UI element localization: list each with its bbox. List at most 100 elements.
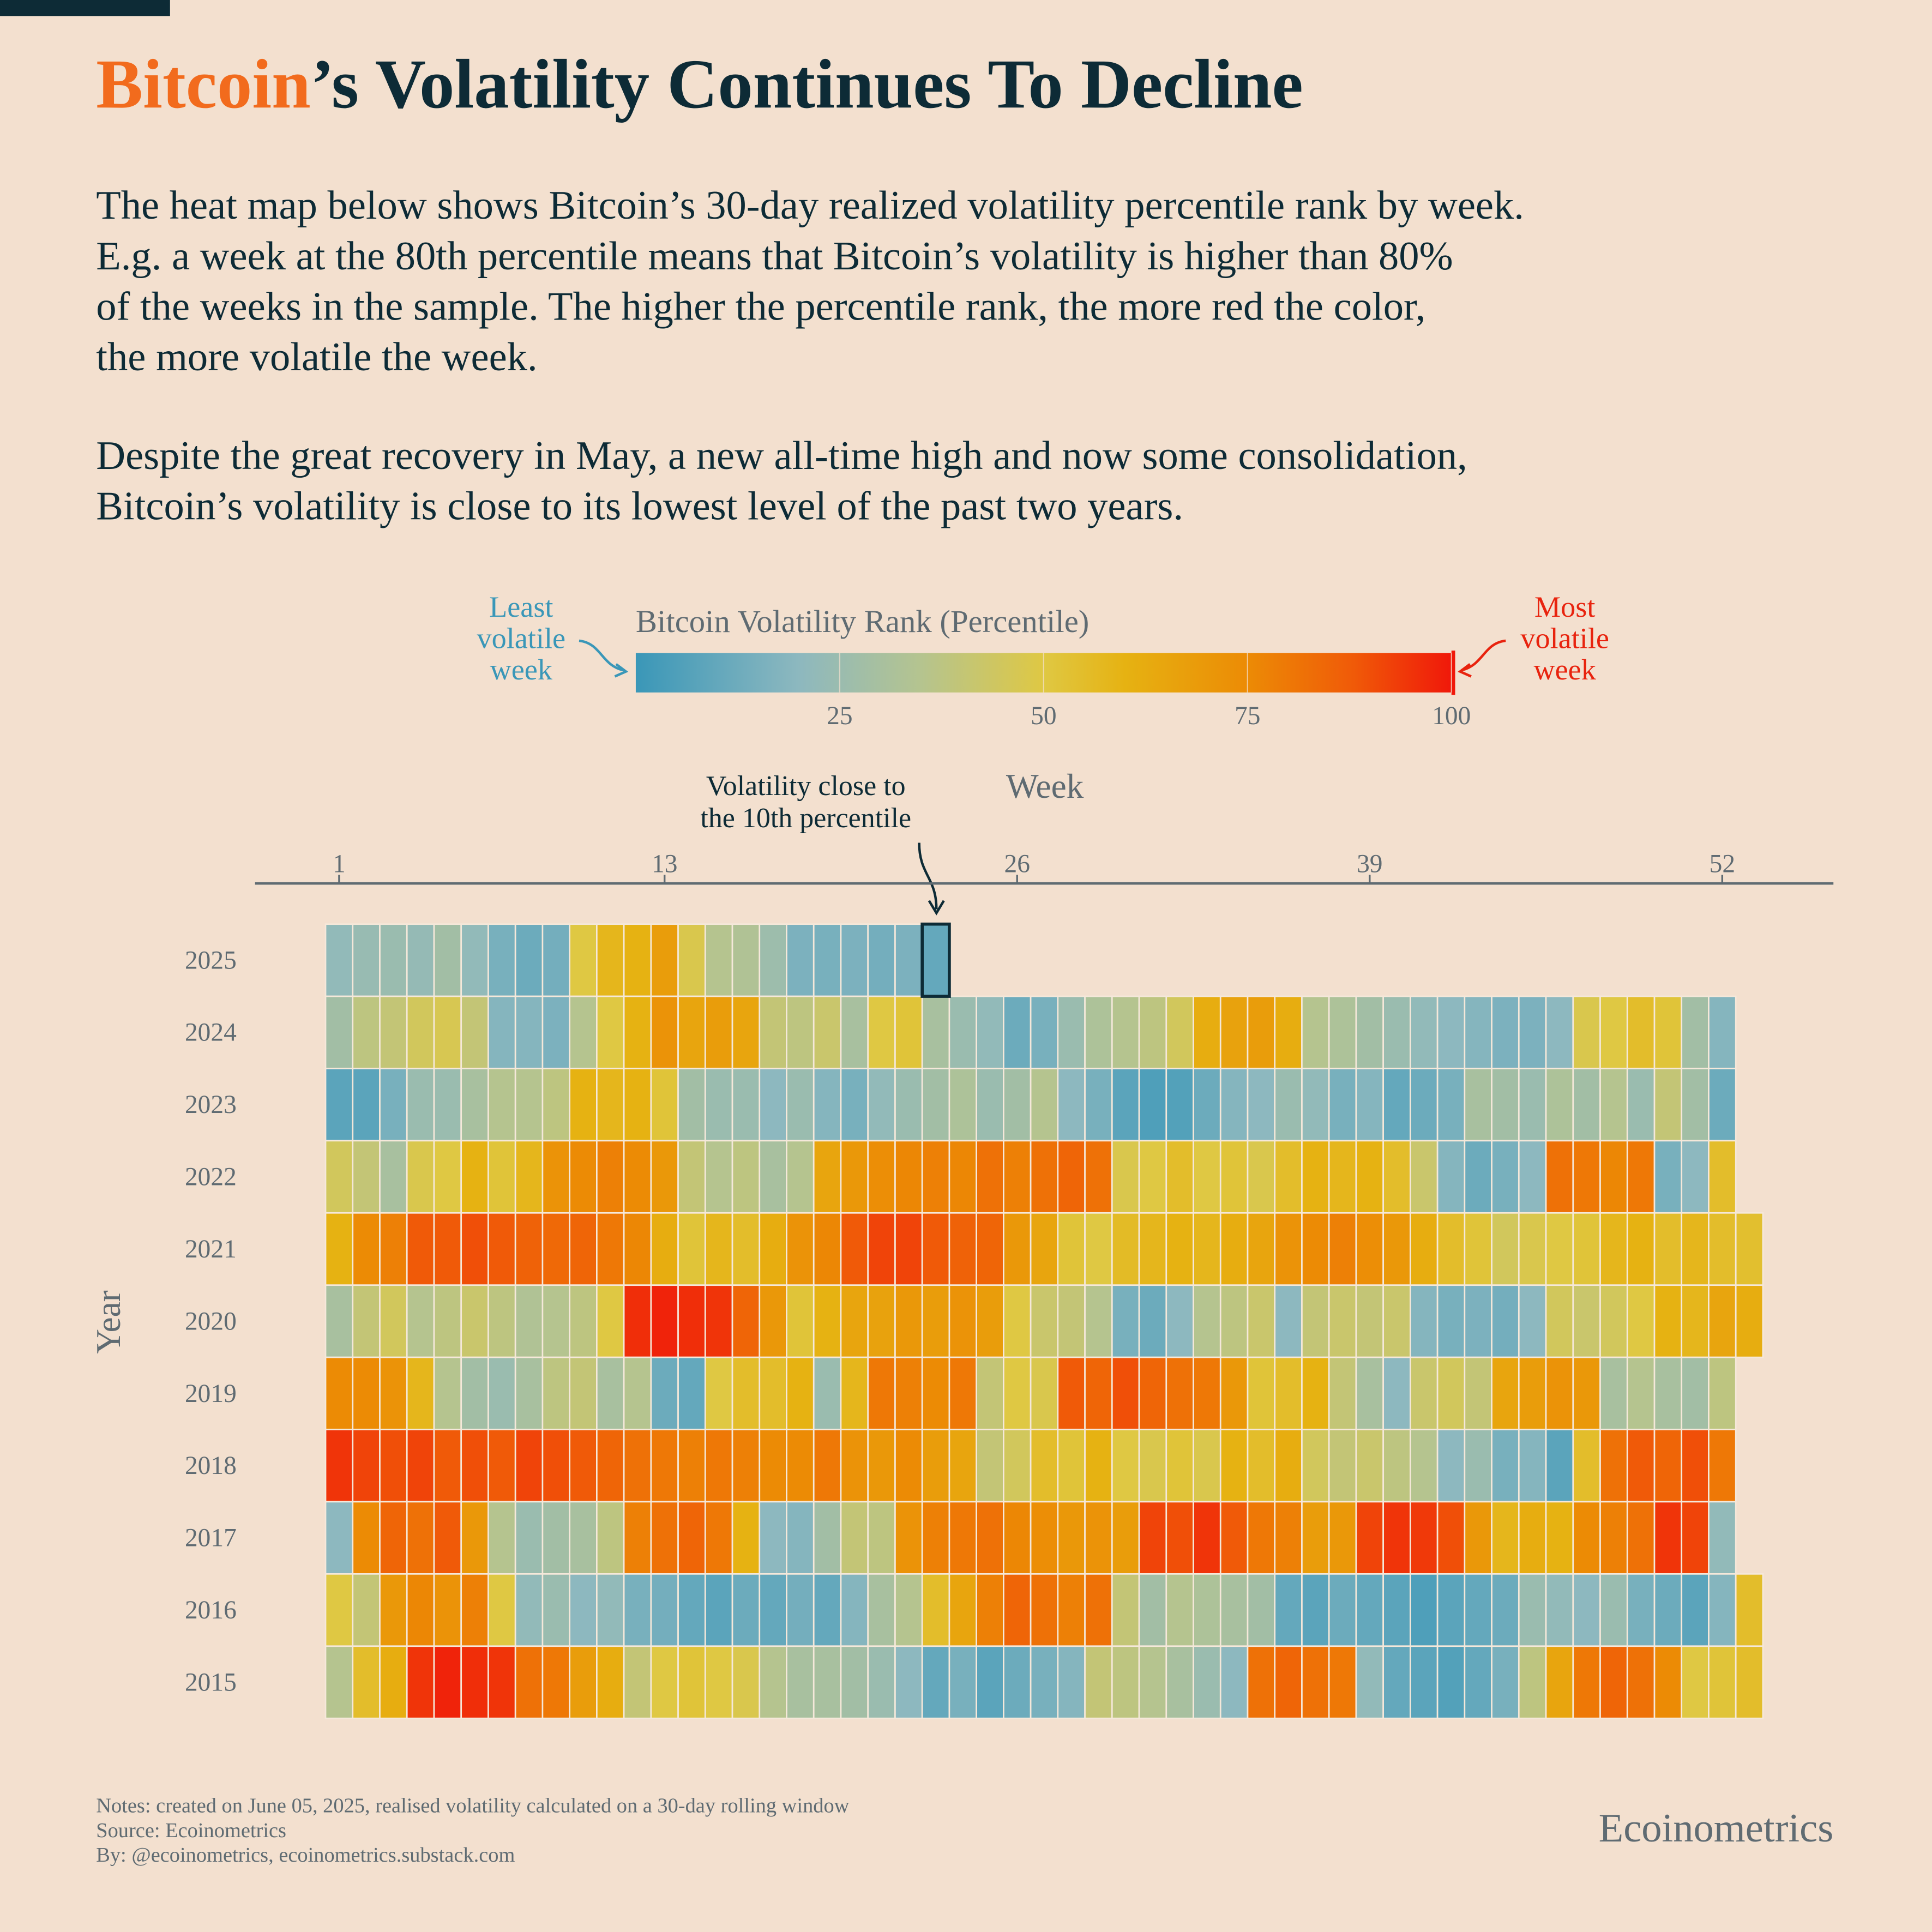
description-line: the more volatile the week. (96, 335, 537, 380)
heat-cell (1003, 1501, 1032, 1575)
heat-cell (840, 1501, 869, 1575)
heat-cell (1410, 1068, 1439, 1142)
heat-cell (1193, 1645, 1221, 1719)
heat-cell (1111, 1573, 1140, 1647)
heat-cell (1219, 1284, 1249, 1358)
heat-cell (1247, 1645, 1276, 1719)
heat-cell (1518, 1284, 1547, 1358)
note: By: @ecoinometrics, ecoinometrics.substa… (96, 1844, 515, 1867)
heat-cell (1708, 1429, 1737, 1503)
heat-cell (867, 1356, 896, 1430)
heat-cell (677, 1284, 706, 1358)
heat-cell (812, 1284, 842, 1358)
heat-cell (759, 995, 787, 1069)
heat-cell (731, 1573, 761, 1647)
colorbar-end (1451, 651, 1455, 695)
heat-cell (786, 1284, 815, 1358)
heat-cell (894, 1212, 923, 1286)
heat-cell (1138, 1140, 1167, 1214)
heat-cell (1084, 1284, 1113, 1358)
heat-cell (379, 1068, 408, 1142)
heat-cell (623, 1212, 652, 1286)
heat-cell (650, 1645, 679, 1719)
heat-cell (731, 995, 761, 1069)
heat-cell (948, 995, 978, 1069)
heat-cell (704, 1429, 733, 1503)
heat-cell (921, 1573, 950, 1647)
heat-cell (1301, 1140, 1330, 1214)
heat-cell (623, 1429, 652, 1503)
heat-cell (324, 1501, 354, 1575)
heat-cell (1003, 1212, 1032, 1286)
heat-cell (867, 1068, 896, 1142)
heat-cell (704, 923, 733, 997)
heat-cell (379, 1429, 408, 1503)
heat-cell (894, 1068, 923, 1142)
heat-cell (433, 1284, 462, 1358)
heat-cell (650, 1284, 679, 1358)
y-tick-label: 2021 (185, 1235, 237, 1263)
heat-cell (921, 1140, 950, 1214)
y-tick-label: 2015 (185, 1668, 237, 1696)
heat-cell (406, 1140, 435, 1214)
heat-cell (379, 1140, 408, 1214)
heat-cell (433, 1356, 462, 1430)
heat-cell (731, 1212, 761, 1286)
heat-cell (1626, 1429, 1656, 1503)
heat-cell (1436, 1645, 1466, 1719)
heat-cell (596, 995, 625, 1069)
heat-cell (1301, 1501, 1330, 1575)
heat-cell (812, 1068, 842, 1142)
heat-cell (541, 1140, 570, 1214)
heat-cell (1599, 1501, 1628, 1575)
heat-cell (1626, 1284, 1656, 1358)
heat-cell (324, 1068, 354, 1142)
heat-cell (1030, 1645, 1059, 1719)
heat-cell (1572, 1573, 1601, 1647)
heat-cell (1057, 1501, 1086, 1575)
colorbar-tick-label: 50 (1031, 702, 1056, 730)
heat-cell (677, 1573, 706, 1647)
heat-cell (1436, 1501, 1466, 1575)
heat-cell (840, 1356, 869, 1430)
heat-cell (1572, 1068, 1601, 1142)
heat-cell (324, 1140, 354, 1214)
heat-cell (1653, 1429, 1683, 1503)
heat-cell (433, 1645, 462, 1719)
heat-cell (976, 1645, 1004, 1719)
heat-cell (1599, 1573, 1628, 1647)
heat-cell (1219, 1645, 1249, 1719)
heat-cell (569, 1356, 598, 1430)
heat-cell (677, 1068, 706, 1142)
low-label: volatile (477, 622, 565, 655)
heat-cell (840, 1140, 869, 1214)
heat-cell (759, 1068, 787, 1142)
heat-cell (352, 1645, 381, 1719)
heat-cell (569, 1645, 598, 1719)
heat-cell (1518, 1068, 1547, 1142)
heat-cell (1301, 1212, 1330, 1286)
colorbar-tick-label: 100 (1432, 702, 1471, 730)
heat-cell (1165, 1212, 1194, 1286)
heat-cell (867, 1645, 896, 1719)
heat-cell (731, 1068, 761, 1142)
heat-cell (976, 1501, 1004, 1575)
heat-cell (677, 1212, 706, 1286)
low-arrow-head (614, 663, 629, 678)
heat-cell (1328, 1573, 1357, 1647)
heat-cell (1057, 1645, 1086, 1719)
heat-cell (623, 995, 652, 1069)
heat-cell (1382, 995, 1411, 1069)
heat-cell (1247, 1429, 1276, 1503)
heat-cell (731, 1356, 761, 1430)
heat-cell (1708, 1501, 1737, 1575)
heat-cell (1491, 1212, 1520, 1286)
heat-cell (921, 1356, 950, 1430)
x-tick-label: 1 (333, 850, 346, 878)
heat-cell (786, 1573, 815, 1647)
heat-cell (759, 1284, 787, 1358)
heat-cell (1247, 1212, 1276, 1286)
heat-cell (1138, 1284, 1167, 1358)
heat-cell (1057, 1573, 1086, 1647)
